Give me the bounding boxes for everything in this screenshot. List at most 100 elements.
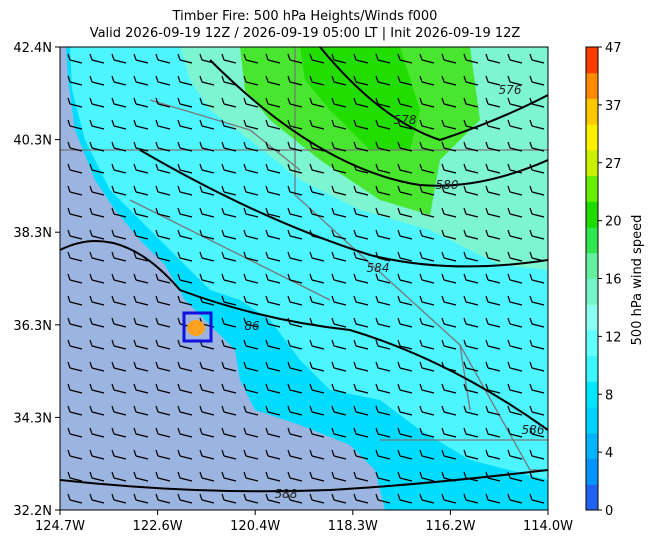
wind-barb [289, 103, 303, 108]
wind-barb [157, 147, 171, 152]
wind-barb-flag [529, 53, 533, 61]
wind-barb [487, 301, 501, 306]
wind-barb [113, 169, 127, 174]
wind-barb [531, 125, 545, 130]
wind-barb [421, 301, 435, 306]
wind-barb-flag [155, 273, 159, 281]
wind-barb [201, 411, 215, 416]
wind-barb [509, 279, 523, 284]
wind-barb [113, 367, 127, 372]
wind-barb-flag [177, 229, 181, 237]
wind-barb-flag [155, 471, 159, 479]
wind-barb-flag [419, 75, 423, 83]
wind-barb-flag [353, 317, 357, 325]
wind-barb [399, 235, 413, 240]
wind-barb-flag [155, 493, 159, 501]
fire-perimeter [187, 320, 205, 336]
wind-barb [289, 345, 303, 350]
wind-barb [91, 235, 105, 240]
wind-barb-flag [67, 185, 71, 193]
wind-barb-flag [287, 383, 291, 391]
wind-barb [157, 81, 171, 86]
wind-barb-flag [221, 53, 225, 61]
wind-barb [333, 125, 347, 130]
wind-barb-flag [199, 493, 203, 501]
colorbar-band [586, 432, 598, 460]
wind-barb-flag [529, 339, 533, 347]
wind-barb-flag [133, 471, 137, 479]
wind-barb-flag [309, 273, 313, 281]
wind-barb-flag [243, 141, 247, 149]
colorbar-tick-label: 37 [605, 99, 622, 114]
wind-barb [443, 499, 457, 504]
wind-barb [355, 477, 369, 482]
wind-barb-flag [243, 493, 247, 501]
wind-barb [135, 103, 149, 108]
wind-barb [355, 59, 369, 64]
wind-barb [399, 433, 413, 438]
wind-barb [223, 367, 237, 372]
wind-barb-flag [441, 339, 445, 347]
wind-barb-flag [463, 361, 467, 369]
wind-barb [223, 411, 237, 416]
wind-barb [531, 191, 545, 196]
wind-barb [179, 455, 193, 460]
wind-barb-flag [177, 471, 181, 479]
wind-barb [465, 59, 479, 64]
wind-barb-flag [331, 361, 335, 369]
wind-barb-flag [199, 427, 203, 435]
wind-barb-flag [133, 251, 137, 259]
wind-barb-flag [243, 383, 247, 391]
wind-barb [465, 235, 479, 240]
wind-barb-flag [265, 317, 269, 325]
wind-barb-flag [463, 185, 467, 193]
colorbar-tick-label: 4 [605, 446, 613, 461]
wind-barb [443, 147, 457, 152]
wind-zone-20 [300, 47, 420, 150]
wind-barb [311, 411, 325, 416]
wind-barb [69, 367, 83, 372]
wind-barb [223, 59, 237, 64]
wind-barb [91, 301, 105, 306]
wind-barb [69, 389, 83, 394]
wind-barb-flag [529, 383, 533, 391]
wind-barb-flag [419, 449, 423, 457]
wind-barb-flag [375, 405, 379, 413]
wind-barb-flag [375, 163, 379, 171]
wind-barb [113, 499, 127, 504]
wind-barb-flag [89, 295, 93, 303]
wind-barb-flag [199, 471, 203, 479]
wind-barb [113, 411, 127, 416]
wind-barb [289, 191, 303, 196]
wind-barb [91, 455, 105, 460]
wind-barb [201, 455, 215, 460]
wind-barb-flag [529, 119, 533, 127]
wind-barb-flag [309, 361, 313, 369]
wind-barb-flag [177, 163, 181, 171]
lon-tick-label: 114.0W [523, 519, 573, 534]
wind-barb-flag [419, 119, 423, 127]
wind-barb [113, 345, 127, 350]
wind-barb-flag [67, 405, 71, 413]
wind-barb-flag [375, 53, 379, 61]
wind-barb-flag [353, 75, 357, 83]
wind-barb-flag [89, 119, 93, 127]
contour-label: 86 [244, 319, 260, 333]
wind-barb [465, 213, 479, 218]
wind-barb [399, 301, 413, 306]
wind-barb-flag [397, 449, 401, 457]
wind-barb [157, 389, 171, 394]
wind-barb-flag [463, 493, 467, 501]
colorbar-band [586, 407, 598, 434]
wind-barb [311, 389, 325, 394]
wind-barb [355, 323, 369, 328]
wind-barb-flag [67, 53, 71, 61]
wind-barb [201, 477, 215, 482]
wind-barb [113, 103, 127, 108]
wind-barb-flag [221, 493, 225, 501]
wind-barb-flag [441, 383, 445, 391]
lon-tick-label: 120.4W [230, 519, 280, 534]
wind-barb [531, 301, 545, 306]
wind-barb-flag [89, 449, 93, 457]
wind-barb-flag [287, 493, 291, 501]
